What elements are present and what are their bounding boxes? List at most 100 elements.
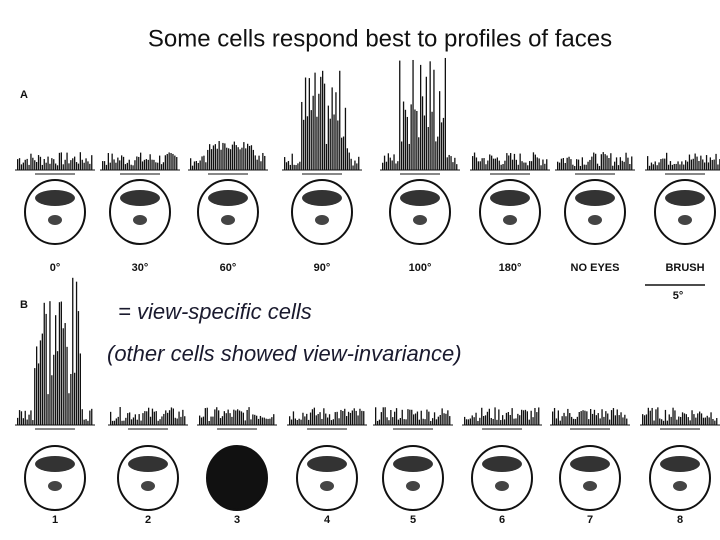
spike [655, 409, 657, 425]
spike [591, 156, 593, 170]
spike [55, 315, 57, 425]
spike [210, 416, 212, 425]
spike [244, 420, 246, 425]
spike [654, 161, 656, 170]
spike [402, 101, 405, 170]
spike [337, 120, 339, 170]
spike [662, 158, 664, 170]
face-feature [503, 215, 517, 225]
spike [323, 83, 326, 170]
spike [39, 156, 42, 170]
face-feature [48, 215, 62, 225]
spike [72, 158, 74, 170]
spike [321, 418, 323, 425]
spike [83, 419, 85, 425]
spike [30, 410, 32, 425]
spike [642, 414, 644, 425]
spike [571, 416, 573, 425]
spike [308, 419, 310, 425]
spike [256, 415, 258, 425]
spike [201, 156, 203, 170]
spike [168, 152, 170, 170]
spike [555, 418, 558, 425]
spike [202, 416, 205, 425]
panel-label: B [20, 299, 28, 311]
spike [143, 159, 146, 170]
spike [530, 161, 533, 170]
spike [383, 155, 386, 170]
spike [221, 416, 224, 425]
spike [562, 158, 564, 170]
spike [265, 418, 267, 425]
spike [297, 163, 299, 170]
spike [433, 69, 435, 170]
spike [81, 409, 83, 425]
spike [439, 91, 441, 170]
spike [306, 413, 308, 425]
face-feature [678, 215, 692, 225]
spike [220, 149, 222, 170]
spike [306, 116, 309, 170]
spike [348, 152, 350, 170]
spike [574, 419, 577, 425]
spike [695, 417, 697, 425]
spike [411, 409, 413, 425]
spike [60, 152, 62, 170]
spike [659, 418, 661, 425]
spike [340, 409, 342, 425]
spike [627, 157, 629, 170]
face-drawing [654, 179, 716, 245]
spike [456, 164, 458, 170]
spike [643, 415, 646, 425]
spike [273, 414, 275, 425]
spike [66, 346, 68, 425]
spike [564, 162, 566, 170]
spike [47, 394, 49, 425]
spike [203, 155, 205, 170]
spike [532, 417, 534, 425]
spike [231, 416, 233, 425]
spike [397, 419, 400, 425]
face-feature [208, 190, 248, 206]
spike [689, 420, 691, 425]
spike [475, 412, 477, 425]
spike [293, 164, 295, 170]
spike [49, 301, 51, 425]
spike [225, 413, 227, 425]
spike [593, 409, 596, 425]
spike [454, 157, 456, 170]
spike [672, 407, 674, 425]
spike [385, 161, 388, 170]
spike [113, 159, 115, 170]
spike [477, 420, 479, 425]
spike [716, 418, 718, 425]
spike [704, 162, 706, 170]
spike [24, 410, 26, 425]
spike [664, 409, 667, 425]
spike [316, 116, 318, 170]
spike [687, 417, 689, 425]
face-drawing [109, 179, 171, 245]
face-drawing [117, 445, 179, 511]
spike [588, 419, 590, 425]
spike [237, 409, 239, 425]
spike [685, 160, 687, 170]
spike [264, 155, 266, 170]
spike [126, 162, 128, 170]
spike [574, 165, 576, 170]
figure: 0° 30° 60° 90° 100° 180° NO EYES BRUSH 1 2 3 4 5 6 7 8 [15, 57, 720, 526]
spike [597, 413, 599, 425]
spike [216, 148, 218, 170]
spike [119, 160, 121, 170]
spike [426, 409, 428, 425]
spike [496, 157, 498, 170]
spike [64, 323, 66, 425]
spike [561, 416, 563, 425]
spike [17, 159, 19, 170]
condition-label: 3 [234, 514, 240, 526]
spike [254, 414, 256, 425]
spike [437, 416, 439, 425]
spike [74, 372, 76, 425]
spike [669, 161, 672, 170]
spike [418, 419, 420, 425]
